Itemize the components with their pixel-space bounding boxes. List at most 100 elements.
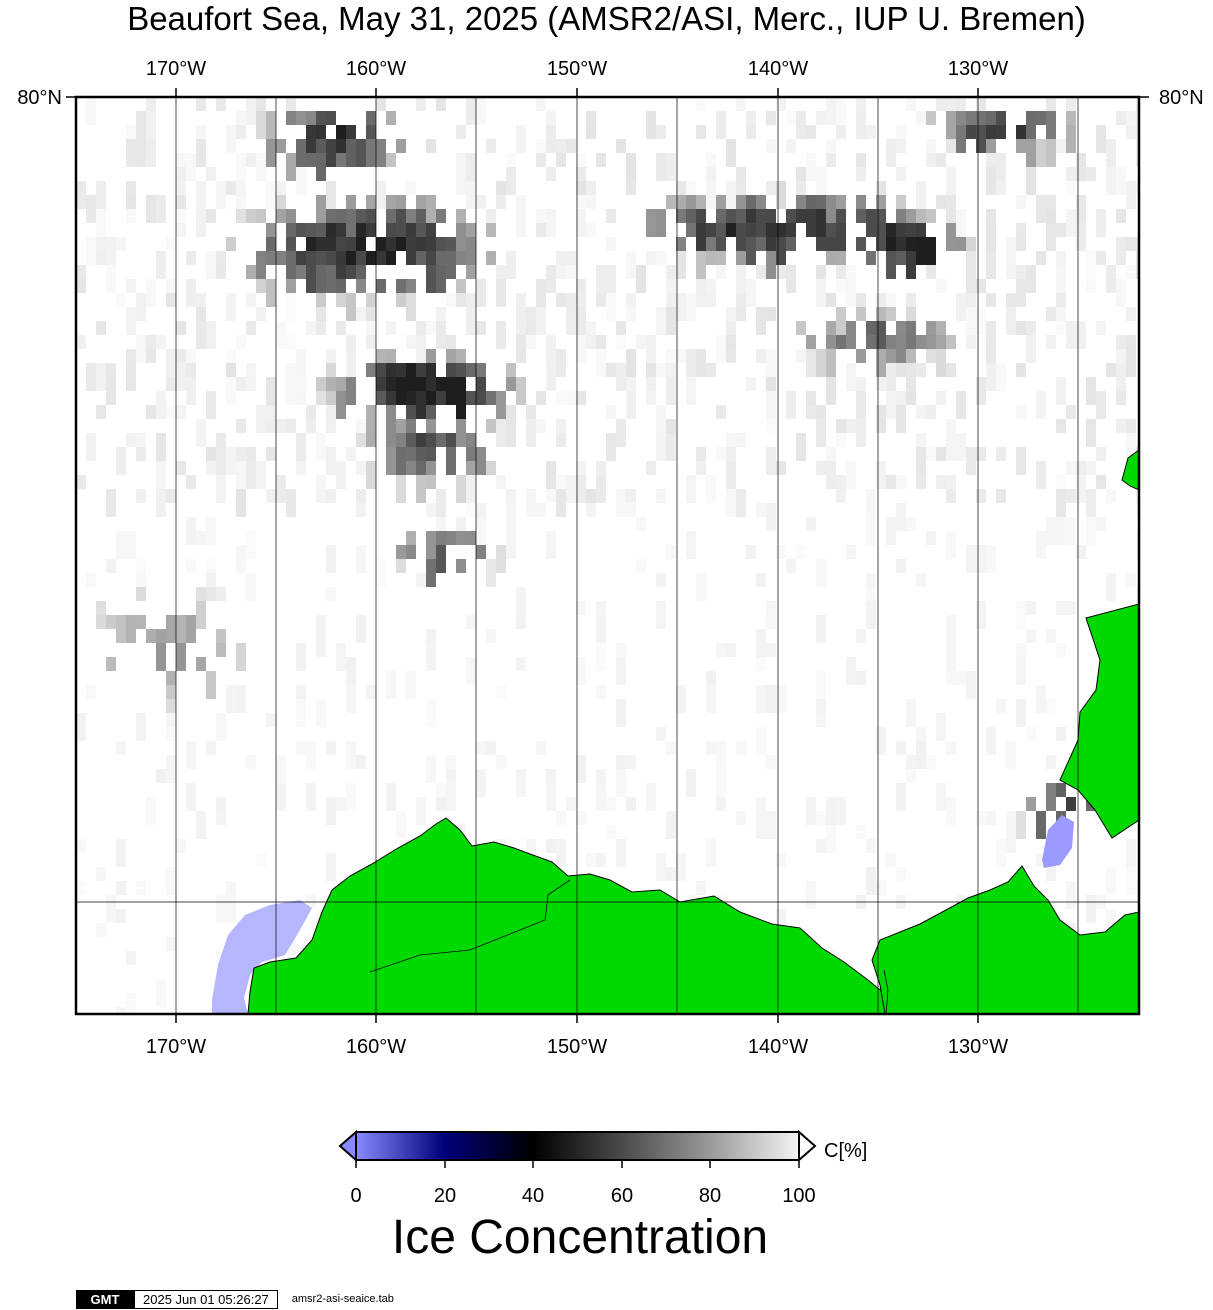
ice-cell	[1106, 167, 1116, 195]
ice-cell	[616, 489, 626, 517]
ice-cell	[786, 391, 796, 419]
ice-cell	[166, 937, 176, 951]
ice-cell	[816, 349, 826, 377]
ice-cell	[866, 251, 876, 265]
ice-cell	[896, 867, 906, 881]
ice-cell	[1046, 629, 1056, 643]
ice-cell	[526, 307, 536, 321]
lon-label-bottom: 140°W	[748, 1036, 808, 1058]
ice-cell	[596, 615, 606, 643]
ice-cell	[276, 755, 286, 783]
ice-cell	[1016, 811, 1026, 839]
ice-cell	[456, 209, 466, 223]
ice-cell	[866, 335, 876, 349]
ice-cell	[556, 139, 566, 153]
ice-cell	[896, 209, 906, 223]
ice-cell	[616, 321, 626, 335]
ice-cell	[896, 475, 906, 489]
colorbar-gradient	[355, 1131, 800, 1161]
ice-cell	[246, 755, 256, 769]
ice-cell	[716, 769, 726, 797]
ice-cell	[976, 447, 986, 461]
ice-cell	[706, 279, 716, 293]
ice-cell	[156, 489, 166, 517]
ice-cell	[806, 881, 816, 909]
ice-cell	[316, 391, 326, 405]
ice-cell	[466, 391, 476, 405]
ice-cell	[356, 433, 366, 447]
ice-cell	[806, 349, 816, 377]
ice-cell	[596, 293, 606, 307]
ice-cell	[86, 685, 96, 699]
ice-cell	[556, 265, 566, 279]
ice-cell	[206, 209, 216, 223]
ice-cell	[856, 307, 866, 321]
ice-cell	[566, 391, 576, 405]
ice-cell	[866, 517, 876, 545]
ice-cell	[566, 293, 576, 307]
ice-cell	[96, 405, 106, 419]
ice-cell	[956, 209, 966, 237]
ice-cell	[396, 811, 406, 839]
ice-cell	[1056, 265, 1066, 293]
ice-cell	[126, 125, 136, 139]
ice-cell	[926, 755, 936, 769]
ice-cell	[246, 293, 256, 307]
ice-cell	[936, 97, 946, 111]
ice-cell	[246, 265, 256, 279]
ice-cell	[206, 587, 216, 601]
ice-cell	[1126, 125, 1136, 139]
ice-cell	[716, 643, 726, 657]
ice-cell	[546, 475, 556, 489]
ice-cell	[336, 209, 346, 223]
ice-cell	[426, 363, 436, 377]
ice-cell	[536, 97, 546, 111]
ice-cell	[126, 993, 136, 1014]
ice-cell	[1046, 139, 1056, 167]
ice-cell	[1066, 461, 1076, 475]
ice-cell	[396, 363, 406, 377]
ice-cell	[636, 335, 646, 349]
ice-cell	[836, 97, 846, 125]
ice-cell	[986, 167, 996, 195]
ice-cell	[1066, 97, 1076, 111]
ice-cell	[986, 545, 996, 573]
ice-cell	[106, 265, 116, 293]
ice-cell	[966, 125, 976, 139]
ice-cell	[966, 545, 976, 573]
ice-cell	[256, 111, 266, 139]
ice-cell	[1096, 475, 1106, 489]
ice-cell	[976, 111, 986, 125]
ice-cell	[1126, 237, 1136, 251]
ice-cell	[536, 391, 546, 405]
ice-cell	[796, 545, 806, 559]
ice-cell	[176, 349, 186, 363]
ice-cell	[396, 237, 406, 251]
ice-cell	[496, 685, 506, 699]
ice-cell	[876, 461, 886, 489]
ice-cell	[666, 867, 676, 881]
ice-cell	[476, 279, 486, 307]
ice-cell	[376, 181, 386, 209]
ice-cell	[976, 601, 986, 629]
ice-cell	[1106, 867, 1116, 895]
ice-cell	[716, 111, 726, 139]
ice-cell	[556, 391, 566, 405]
ice-cell	[986, 139, 996, 153]
ice-cell	[576, 391, 586, 405]
ice-cell	[186, 559, 196, 573]
ice-cell	[606, 209, 616, 223]
ice-cell	[916, 111, 926, 125]
ice-cell	[426, 475, 436, 489]
ice-cell	[946, 195, 956, 223]
ice-cell	[126, 209, 136, 223]
ice-cell	[796, 181, 806, 195]
ice-cell	[936, 279, 946, 293]
ice-cell	[146, 335, 156, 349]
ice-cell	[426, 377, 436, 391]
ice-cell	[426, 237, 436, 251]
ice-cell	[306, 265, 316, 293]
ice-cell	[916, 237, 926, 265]
ice-cell	[496, 391, 506, 419]
ice-cell	[286, 111, 296, 125]
